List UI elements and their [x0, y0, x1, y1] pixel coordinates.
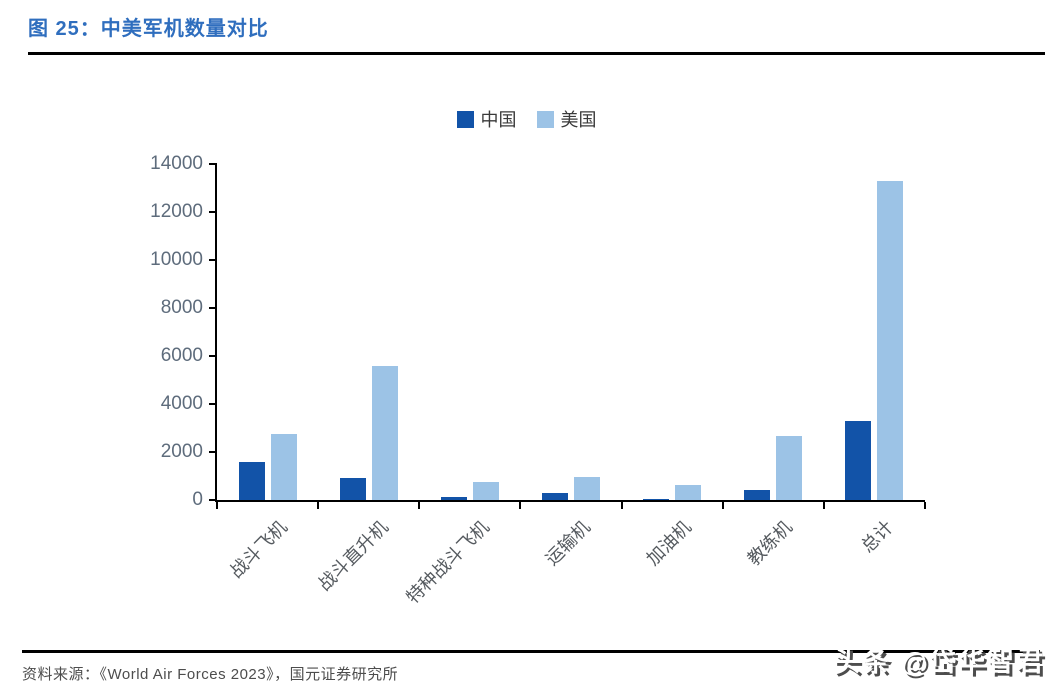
y-axis-label: 2000	[160, 441, 203, 462]
y-axis-label: 12000	[150, 201, 203, 222]
bar-us-6	[877, 180, 904, 500]
y-axis-tick	[209, 499, 217, 501]
y-axis-label: 14000	[150, 153, 203, 174]
toutiao-watermark: 头条 @岱华智君	[833, 647, 1045, 677]
footer-divider-rule	[22, 650, 1040, 653]
x-axis-tick	[519, 502, 521, 509]
bar-us-2	[472, 482, 499, 500]
bar-us-5	[776, 436, 803, 500]
x-axis-tick	[722, 502, 724, 509]
bar-china-5	[744, 490, 771, 500]
y-axis-tick	[209, 307, 217, 309]
legend-item-china: 中国	[456, 106, 517, 132]
y-axis-tick	[209, 355, 217, 357]
bar-china-4	[643, 498, 670, 500]
y-axis-tick	[209, 163, 217, 165]
bar-us-4	[675, 484, 702, 500]
bar-us-3	[574, 477, 600, 500]
source-note: 资料来源：《World Air Forces 2023》，国元证券研究所	[22, 666, 399, 683]
bar-chart-plot-area: 0 2000 4000 6000 8000 10000 12000 14000 战斗飞机 战斗直升…	[150, 153, 926, 607]
figure-title: 图 25：中美军机数量对比	[28, 18, 269, 40]
y-axis-label: 0	[192, 489, 203, 510]
legend-label: 美国	[560, 110, 597, 130]
chart-legend: 中国 美国	[0, 106, 1053, 132]
y-axis-tick	[209, 403, 217, 405]
bar-china-6	[845, 421, 872, 500]
y-axis-label: 8000	[160, 297, 203, 318]
bar-us-1	[371, 365, 398, 500]
title-divider-rule	[28, 52, 1045, 55]
x-axis-tick	[418, 502, 420, 509]
y-axis-tick	[209, 451, 217, 453]
legend-label: 中国	[480, 110, 517, 130]
bar-us-0	[270, 433, 297, 500]
y-axis-tick	[209, 211, 217, 213]
legend-swatch-icon	[456, 110, 474, 128]
x-axis-tick	[924, 502, 926, 509]
x-axis-tick	[621, 502, 623, 509]
y-axis-label: 4000	[160, 393, 203, 414]
legend-swatch-icon	[536, 110, 554, 128]
bar-china-1	[339, 478, 366, 500]
bar-china-3	[542, 493, 568, 500]
legend-item-us: 美国	[536, 106, 597, 132]
x-axis-tick	[216, 502, 218, 509]
x-axis-tick	[823, 502, 825, 509]
bar-china-0	[238, 462, 265, 500]
y-axis-label: 6000	[160, 345, 203, 366]
x-axis-tick	[317, 502, 319, 509]
y-axis-tick	[209, 259, 217, 261]
bar-china-2	[440, 497, 467, 500]
y-axis-label: 10000	[150, 249, 203, 270]
